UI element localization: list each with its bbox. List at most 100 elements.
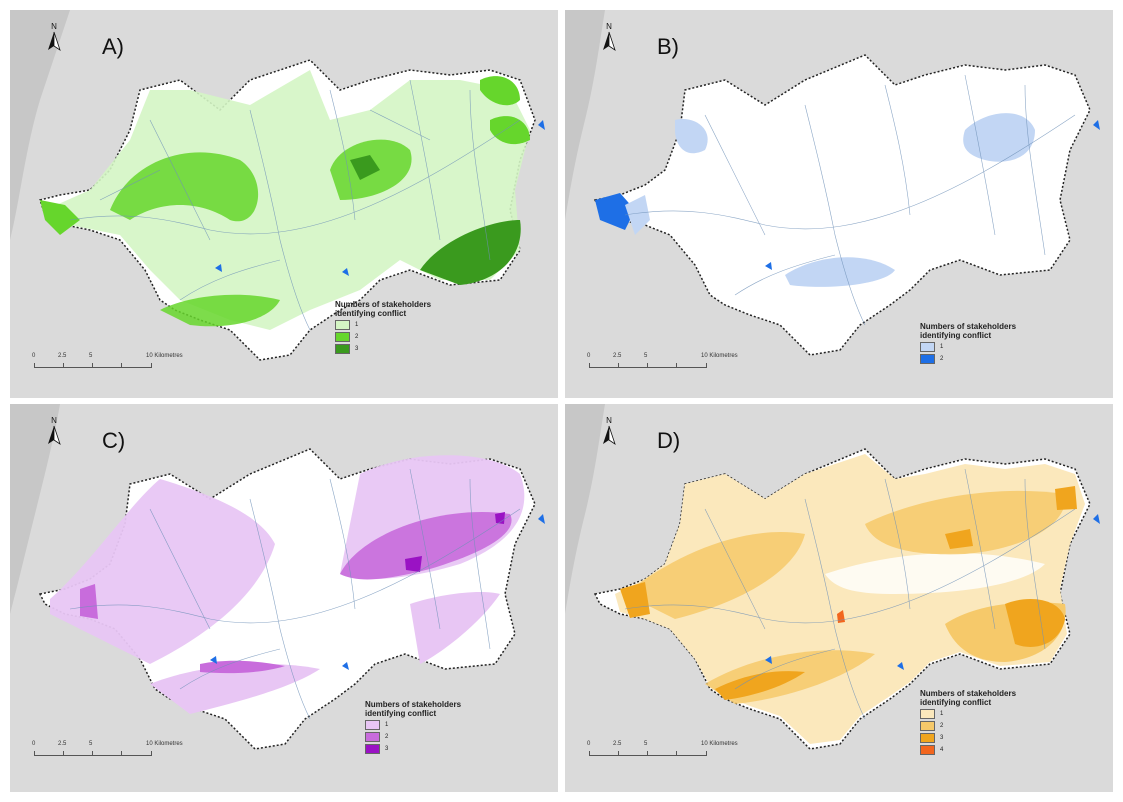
- legend-value: 2: [940, 722, 944, 729]
- legend-swatch: [920, 732, 935, 743]
- conflict-zone-3: [1055, 486, 1077, 510]
- conflict-zone-2: [490, 116, 530, 145]
- scale-tick: [92, 363, 93, 367]
- conflict-zone-2: [110, 152, 259, 222]
- legend-title: Numbers of stakeholders identifying conf…: [920, 689, 1017, 707]
- scale-bar: 0 2.5 5 10 Kilometres: [587, 353, 738, 369]
- conflict-zone-3: [715, 671, 805, 700]
- north-arrow-glyph: [48, 425, 61, 445]
- panel-label: C): [102, 428, 126, 453]
- river-network: [624, 74, 1076, 326]
- north-arrow-icon: N: [44, 416, 64, 446]
- river-network: [69, 79, 521, 331]
- scale-label: 0: [32, 353, 36, 359]
- coast-land: [565, 10, 605, 220]
- map-panel-a: N A) Numbers of stakeholders identifying…: [10, 10, 558, 398]
- reservoir: [342, 268, 349, 276]
- reservoir: [210, 656, 217, 664]
- conflict-zone-1: [45, 70, 530, 330]
- legend-swatch: [335, 343, 350, 354]
- conflict-zone-3: [945, 529, 973, 549]
- scale-label: 5: [644, 353, 648, 359]
- north-label: N: [606, 22, 612, 31]
- river-network: [69, 468, 521, 720]
- scale-label: 5: [644, 741, 648, 747]
- panel-label: B): [657, 34, 679, 59]
- legend: Numbers of stakeholders identifying conf…: [335, 300, 455, 354]
- north-arrow-icon: N: [44, 22, 64, 52]
- legend-swatch: [365, 731, 380, 742]
- legend-swatch: [365, 719, 380, 730]
- scale-tick: [647, 751, 648, 755]
- legend-item: 2: [365, 731, 485, 742]
- map-panel-b: N B) Numbers of stakeholders identifying…: [565, 10, 1113, 398]
- conflict-zone-2: [40, 200, 80, 235]
- legend: Numbers of stakeholders identifying conf…: [920, 322, 1040, 364]
- legend-item: 3: [920, 732, 1040, 743]
- legend-swatch: [920, 353, 935, 364]
- north-arrow-glyph: [603, 31, 616, 51]
- scale-label: 5: [89, 353, 93, 359]
- legend-title: Numbers of stakeholders identifying conf…: [335, 300, 432, 318]
- conflict-zone-1: [785, 257, 895, 287]
- scale-tick: [63, 363, 64, 367]
- scale-label: 10 Kilometres: [146, 741, 183, 747]
- scale-label: 10 Kilometres: [701, 741, 738, 747]
- panel-label: A): [102, 34, 124, 59]
- conflict-zone-3: [620, 582, 650, 618]
- legend-value: 2: [940, 355, 944, 362]
- legend-swatch: [365, 743, 380, 754]
- scale-label: 0: [32, 741, 36, 747]
- conflict-zone-3: [350, 155, 380, 180]
- legend-item: 2: [920, 353, 1040, 364]
- map-b-canvas: [565, 10, 1113, 398]
- reservoir: [1093, 514, 1100, 524]
- conflict-zone-3: [420, 220, 521, 285]
- coast-land: [10, 404, 60, 614]
- scale-label: 10 Kilometres: [701, 353, 738, 359]
- scale-tick: [676, 363, 677, 367]
- legend-item: 1: [365, 719, 485, 730]
- reservoir: [215, 264, 222, 272]
- scale-line: [34, 363, 152, 368]
- map-panel-d: N D) Numbers of stakeholders identifying…: [565, 404, 1113, 792]
- map-panel-c: N C) Numbers of stakeholders identifying…: [10, 404, 558, 792]
- legend-item: 2: [335, 331, 455, 342]
- scale-tick: [647, 363, 648, 367]
- map-c-canvas: [10, 404, 558, 792]
- panel-label: D): [657, 428, 681, 453]
- north-arrow-glyph: [603, 425, 616, 445]
- conflict-zone-2: [200, 660, 285, 674]
- conflict-zone-1: [150, 664, 320, 714]
- legend-value: 3: [385, 745, 389, 752]
- legend-item: 1: [920, 341, 1040, 352]
- legend-swatch: [920, 744, 935, 755]
- conflict-zone-1: [675, 119, 708, 154]
- north-arrow-icon: N: [599, 22, 619, 52]
- coast-land: [565, 404, 605, 614]
- legend-item: 3: [365, 743, 485, 754]
- scale-tick: [92, 751, 93, 755]
- scale-label: 2.5: [613, 741, 622, 747]
- scale-tick: [121, 363, 122, 367]
- map-a-canvas: [10, 10, 558, 398]
- scale-line: [34, 751, 152, 756]
- legend-swatch: [920, 720, 935, 731]
- legend-title: Numbers of stakeholders identifying conf…: [365, 700, 462, 718]
- river-network: [624, 468, 1076, 720]
- legend-item: 4: [920, 744, 1040, 755]
- legend-swatch: [920, 708, 935, 719]
- conflict-zone-2: [340, 512, 512, 580]
- scale-tick: [676, 751, 677, 755]
- reservoir: [765, 656, 772, 664]
- scale-tick: [618, 363, 619, 367]
- scale-label: 0: [587, 741, 591, 747]
- conflict-zone-2: [865, 490, 1066, 555]
- conflict-zone-1: [50, 479, 275, 664]
- north-label: N: [606, 416, 612, 425]
- reservoir: [765, 262, 772, 270]
- reservoir: [897, 662, 904, 670]
- legend-value: 3: [355, 345, 359, 352]
- conflict-zone-1: [410, 592, 500, 664]
- conflict-zone-3: [405, 556, 422, 572]
